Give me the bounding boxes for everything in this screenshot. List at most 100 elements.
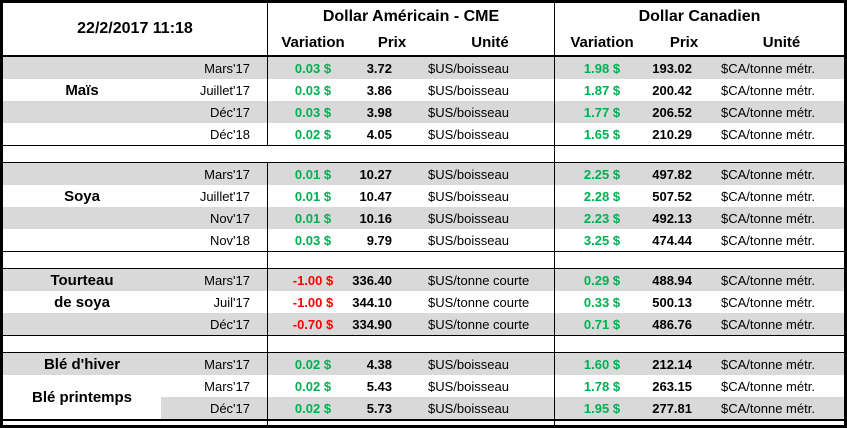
us-unit-cell: $US/boisseau xyxy=(428,232,509,248)
commodity-cell: Tourteau xyxy=(50,271,114,289)
table-row: Nov'17 0.01 $ 10.16 $US/boisseau 2.23 $ … xyxy=(3,207,844,229)
us-variation-cell: 0.01 $ xyxy=(267,185,358,207)
ca-variation-cell: 0.71 $ xyxy=(554,313,649,335)
us-variation-cell: 0.01 $ xyxy=(267,207,358,229)
separator-row xyxy=(3,251,844,269)
commodity-cell xyxy=(3,397,161,419)
us-unit-cell: $US/boisseau xyxy=(428,104,509,120)
us-price-cell: 10.47 xyxy=(359,188,392,204)
ca-variation-header: Variation xyxy=(554,30,649,55)
ca-variation-cell: 1.87 $ xyxy=(554,79,649,101)
us-unit-cell: $US/tonne courte xyxy=(428,272,530,288)
table-row: Mars'17 0.01 $ 10.27 $US/boisseau 2.25 $… xyxy=(3,163,844,185)
commodity-cell: de soya xyxy=(54,293,110,311)
ca-price-cell: 263.15 xyxy=(652,378,692,394)
us-price-cell: 334.90 xyxy=(352,316,392,332)
us-variation-cell: 0.02 $ xyxy=(267,353,358,375)
table-row: Déc'17 0.03 $ 3.98 $US/boisseau 1.77 $ 2… xyxy=(3,101,844,123)
us-variation-cell: 0.03 $ xyxy=(267,79,358,101)
ca-unit-cell: $CA/tonne métr. xyxy=(721,104,815,120)
ca-variation-cell: 1.60 $ xyxy=(554,353,649,375)
ca-unit-cell: $CA/tonne métr. xyxy=(721,232,815,248)
month-cell: Déc'17 xyxy=(209,400,250,416)
ca-price-cell: 277.81 xyxy=(652,400,692,416)
us-variation-cell: 0.03 $ xyxy=(267,229,358,251)
us-unit-cell: $US/boisseau xyxy=(428,126,509,142)
us-variation-cell: 0.03 $ xyxy=(267,101,358,123)
ca-price-cell: 497.82 xyxy=(652,166,692,182)
us-price-cell: 336.40 xyxy=(352,272,392,288)
us-price-cell: 3.98 xyxy=(366,104,392,120)
ca-variation-cell: 3.25 $ xyxy=(554,229,649,251)
table-row: Déc'17 0.02 $ 5.73 $US/boisseau 1.95 $ 2… xyxy=(3,397,844,419)
us-variation-cell: -1.00 $ xyxy=(267,291,358,313)
table-row: Maïs Juillet'17 0.03 $ 3.86 $US/boisseau… xyxy=(3,79,844,101)
ca-section-title: Dollar Canadien xyxy=(554,3,844,30)
commodity-cell xyxy=(3,57,161,79)
commodity-cell: Blé printemps xyxy=(3,375,161,406)
commodity-cell: Soya xyxy=(64,187,100,205)
ca-variation-cell: 2.28 $ xyxy=(554,185,649,207)
month-cell: Déc'18 xyxy=(209,126,250,142)
month-cell: Déc'17 xyxy=(209,104,250,120)
us-section-title: Dollar Américain - CME xyxy=(267,3,554,30)
us-unit-cell: $US/boisseau xyxy=(428,188,509,204)
month-cell: Mars'17 xyxy=(204,272,250,288)
ca-unit-cell: $CA/tonne métr. xyxy=(721,166,815,182)
us-price-cell: 4.05 xyxy=(366,126,392,142)
table-row: Tourteau Mars'17 -1.00 $ 336.40 $US/tonn… xyxy=(3,269,844,291)
merged-commodity-label: Blé printemps xyxy=(31,388,133,406)
us-variation-cell: 0.02 $ xyxy=(267,123,358,145)
ca-unit-cell: $CA/tonne métr. xyxy=(721,378,815,394)
ca-variation-cell: 2.23 $ xyxy=(554,207,649,229)
ca-price-cell: 200.42 xyxy=(652,82,692,98)
ca-price-cell: 212.14 xyxy=(652,356,692,372)
commodity-cell: Maïs xyxy=(65,81,99,99)
commodity-cell xyxy=(3,313,161,335)
us-variation-cell: -1.00 $ xyxy=(267,269,358,291)
us-variation-cell: 0.02 $ xyxy=(267,397,358,419)
ca-variation-cell: 1.78 $ xyxy=(554,375,649,397)
ca-unit-cell: $CA/tonne métr. xyxy=(721,188,815,204)
month-cell: Déc'17 xyxy=(209,316,250,332)
table-row: Déc'18 0.02 $ 4.05 $US/boisseau 1.65 $ 2… xyxy=(3,123,844,145)
us-variation-cell: 0.01 $ xyxy=(267,163,358,185)
table-row: Blé printemps Mars'17 0.02 $ 5.43 $US/bo… xyxy=(3,375,844,406)
ca-price-cell: 206.52 xyxy=(652,104,692,120)
us-unit-cell: $US/boisseau xyxy=(428,400,509,416)
us-variation-header: Variation xyxy=(267,30,358,55)
bottom-strip xyxy=(3,419,844,425)
ca-variation-cell: 1.95 $ xyxy=(554,397,649,419)
table-row: Blé d'hiver Mars'17 0.02 $ 4.38 $US/bois… xyxy=(3,353,844,375)
month-cell: Nov'18 xyxy=(209,232,250,248)
month-cell: Mars'17 xyxy=(204,60,250,76)
table-row: Mars'17 0.03 $ 3.72 $US/boisseau 1.98 $ … xyxy=(3,57,844,79)
ca-prix-header: Prix xyxy=(669,34,699,51)
date-time-header: 22/2/2017 11:18 xyxy=(77,20,193,37)
us-unit-cell: $US/boisseau xyxy=(428,378,509,394)
separator-row xyxy=(3,335,844,353)
ca-unit-cell: $CA/tonne métr. xyxy=(721,126,815,142)
month-cell: Mars'17 xyxy=(204,378,250,394)
ca-price-cell: 486.76 xyxy=(652,316,692,332)
us-unit-cell: $US/boisseau xyxy=(428,210,509,226)
month-cell: Juillet'17 xyxy=(199,82,250,98)
us-price-cell: 10.27 xyxy=(359,166,392,182)
us-price-cell: 5.73 xyxy=(366,400,392,416)
us-unite-header: Unité xyxy=(471,34,509,51)
ca-unit-cell: $CA/tonne métr. xyxy=(721,272,815,288)
ca-price-cell: 474.44 xyxy=(652,232,692,248)
ca-price-cell: 492.13 xyxy=(652,210,692,226)
table-row: Déc'17 -0.70 $ 334.90 $US/tonne courte 0… xyxy=(3,313,844,335)
commodity-cell xyxy=(3,207,161,229)
month-cell: Juil'17 xyxy=(213,294,250,310)
ca-variation-cell: 1.77 $ xyxy=(554,101,649,123)
table-row: de soya Juil'17 -1.00 $ 344.10 $US/tonne… xyxy=(3,291,844,313)
month-cell: Mars'17 xyxy=(204,356,250,372)
ca-unit-cell: $CA/tonne métr. xyxy=(721,60,815,76)
table-row: Nov'18 0.03 $ 9.79 $US/boisseau 3.25 $ 4… xyxy=(3,229,844,251)
us-prix-header: Prix xyxy=(377,34,407,51)
ca-unit-cell: $CA/tonne métr. xyxy=(721,400,815,416)
us-variation-cell: 0.02 $ xyxy=(267,375,358,397)
ca-variation-cell: 0.29 $ xyxy=(554,269,649,291)
